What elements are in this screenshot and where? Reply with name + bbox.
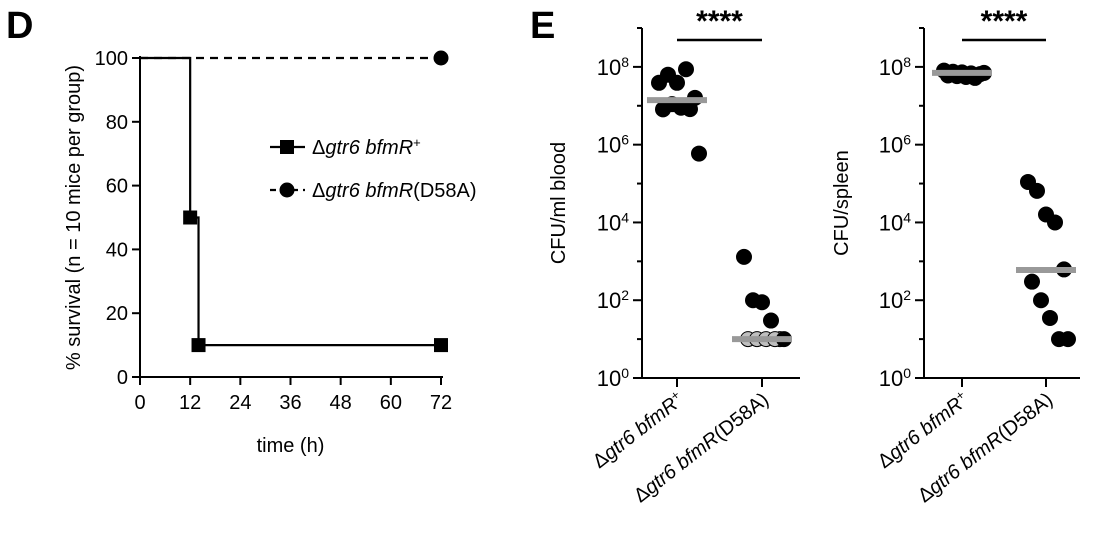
data-point: [763, 312, 779, 329]
y-tick-label: 100: [879, 365, 911, 391]
data-point: [678, 61, 694, 78]
legend-marker-1: [280, 140, 294, 154]
data-point: [1033, 292, 1049, 309]
series-1-marker: [191, 338, 206, 353]
y-tick-exponent: 4: [621, 209, 629, 225]
y-tick-label: 0: [117, 367, 128, 389]
y-tick-exponent: 8: [903, 54, 911, 70]
significance-label: ****: [696, 5, 743, 38]
data-point: [1029, 182, 1045, 199]
series-2-marker: [433, 50, 449, 66]
y-tick-label: 108: [879, 54, 911, 80]
x-tick-label: 0: [134, 392, 145, 414]
y-tick-label: 60: [106, 176, 128, 198]
x-category-label-1-gene: gtr6 bfmR: [884, 393, 967, 464]
legend-label-1-delta: Δ: [312, 137, 325, 159]
y-tick-label: 106: [879, 132, 911, 158]
x-tick-label: 60: [380, 392, 402, 414]
y-tick-label: 20: [106, 303, 128, 325]
panel-letter-e: E: [530, 5, 555, 47]
x-tick-label: 48: [330, 392, 352, 414]
y-tick-exponent: 0: [903, 365, 911, 381]
legend-label-2-suffix: (D58A): [413, 180, 476, 202]
series-1-marker: [434, 338, 448, 353]
y-tick-label: 102: [879, 287, 911, 313]
x-category-label-2-gene: gtr6 bfmR: [924, 428, 1007, 499]
y-axis-title: CFU/spleen: [831, 150, 853, 256]
legend-label-1-suffix: +: [413, 135, 421, 150]
data-point: [1042, 309, 1058, 326]
y-tick-base: 10: [597, 210, 621, 235]
y-tick-exponent: 2: [903, 287, 911, 303]
x-tick-label: 12: [179, 392, 201, 414]
y-tick-label: 102: [597, 287, 629, 313]
y-tick-base: 10: [597, 55, 621, 80]
legend-marker-2: [279, 182, 295, 198]
data-point: [736, 248, 752, 265]
x-tick-label: 24: [229, 392, 251, 414]
legend-label-1-gene: gtr6 bfmR: [325, 137, 413, 159]
data-point: [1060, 331, 1076, 348]
y-tick-exponent: 6: [621, 132, 629, 148]
panel-letter-d: D: [6, 5, 33, 47]
y-tick-label: 108: [597, 54, 629, 80]
survival-chart: 0 20 40 60 80 100 0 12 24 36 48 60 72 time (h) % survi…: [63, 48, 477, 457]
y-tick-base: 10: [879, 288, 903, 313]
x-category-label-2-gene: gtr6 bfmR: [640, 428, 723, 499]
y-tick-exponent: 2: [621, 287, 629, 303]
y-tick-label: 40: [106, 239, 128, 261]
y-tick-exponent: 6: [903, 132, 911, 148]
y-tick-base: 10: [597, 288, 621, 313]
y-tick-exponent: 0: [621, 365, 629, 381]
y-tick-base: 10: [879, 133, 903, 158]
y-tick-exponent: 4: [903, 209, 911, 225]
legend-label-1: Δgtr6 bfmR+: [312, 135, 421, 160]
y-tick-label: 104: [879, 209, 911, 235]
x-tick-label: 72: [430, 392, 452, 414]
y-tick-base: 10: [597, 366, 621, 391]
x-axis-title: time (h): [257, 435, 325, 457]
legend-label-2-gene: gtr6 bfmR: [325, 180, 413, 202]
data-point: [1024, 273, 1040, 290]
y-tick-base: 10: [597, 133, 621, 158]
y-tick-label: 100: [597, 365, 629, 391]
x-category-label-1-gene: gtr6 bfmR: [599, 393, 682, 464]
y-axis-title: CFU/ml blood: [548, 142, 570, 264]
data-point: [754, 294, 770, 311]
y-tick-base: 10: [879, 55, 903, 80]
y-tick-label: 100: [95, 48, 128, 70]
data-point: [691, 145, 707, 162]
x-tick-label: 36: [279, 392, 301, 414]
y-tick-base: 10: [879, 210, 903, 235]
legend-label-2: Δgtr6 bfmR(D58A): [312, 180, 477, 202]
data-point: [1047, 214, 1063, 231]
data-point: [669, 74, 685, 91]
y-tick-base: 10: [879, 366, 903, 391]
y-tick-label: 80: [106, 112, 128, 134]
y-tick-exponent: 8: [621, 54, 629, 70]
y-tick-label: 106: [597, 132, 629, 158]
legend-label-2-delta: Δ: [312, 180, 325, 202]
y-axis-title: % survival (n = 10 mice per group): [63, 65, 85, 370]
x-category-label-2-suffix: (D58A): [710, 389, 773, 445]
x-category-label-2-suffix: (D58A): [994, 389, 1057, 445]
data-point: [682, 101, 698, 118]
series-1-marker: [183, 210, 198, 225]
y-tick-label: 104: [597, 209, 629, 235]
significance-label: ****: [981, 5, 1028, 38]
